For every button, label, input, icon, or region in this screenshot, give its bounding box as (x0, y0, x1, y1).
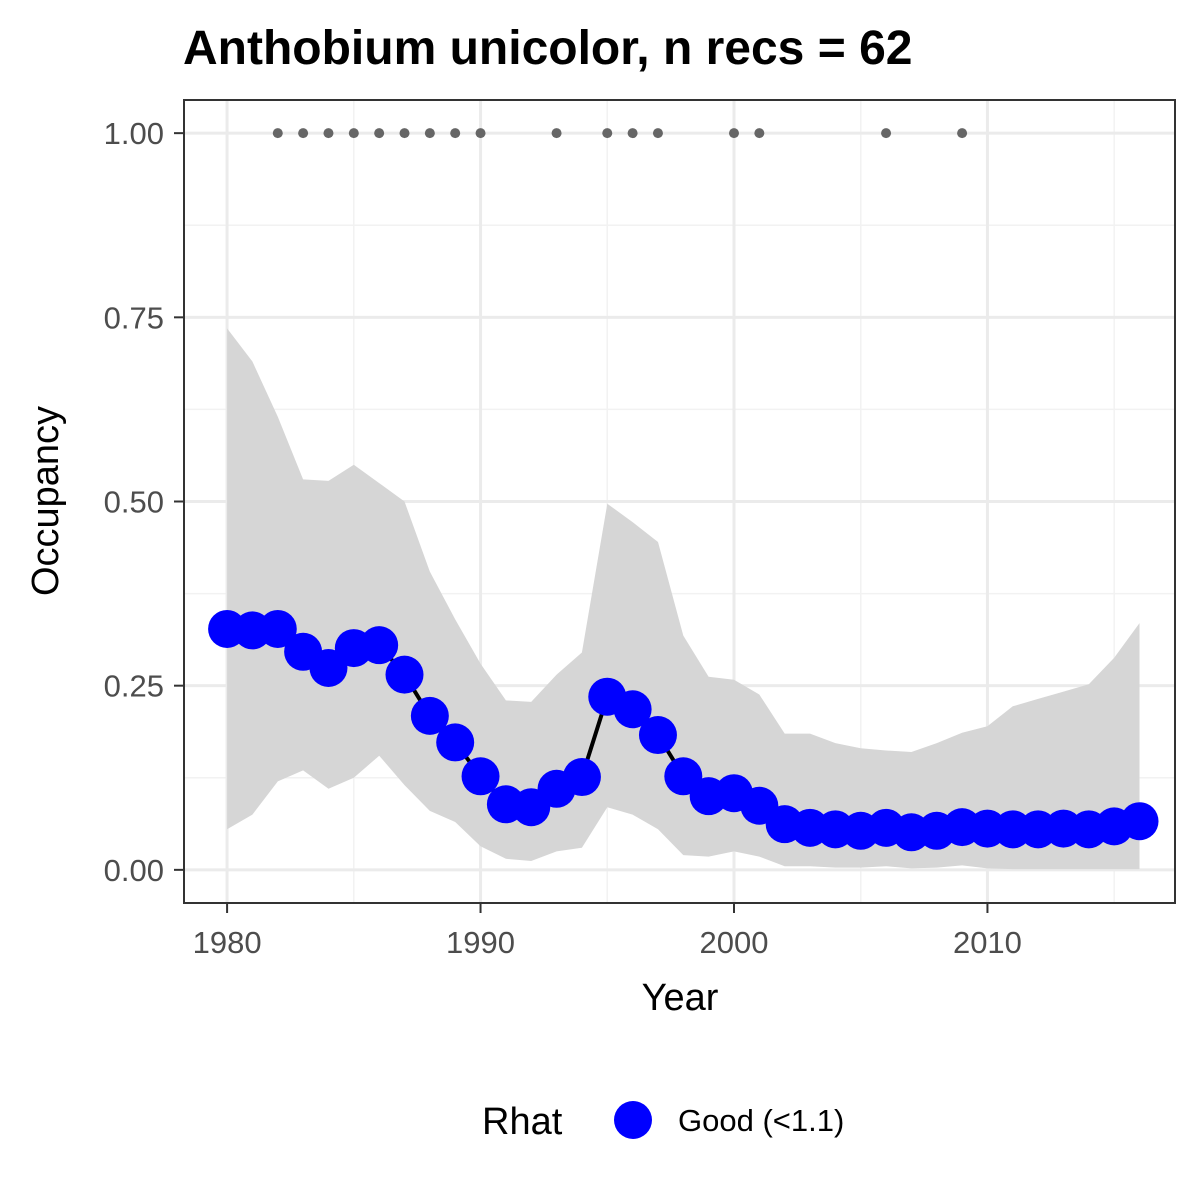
y-tick-label: 1.00 (104, 116, 164, 151)
occupancy-point (638, 716, 677, 755)
record-point (348, 128, 359, 139)
occupancy-point (562, 758, 601, 797)
y-tick-label: 0.25 (104, 669, 164, 704)
record-point (881, 128, 892, 139)
record-point (399, 128, 410, 139)
x-axis-title: Year (642, 977, 719, 1019)
occupancy-point (1120, 802, 1159, 841)
record-point (424, 128, 435, 139)
record-point (754, 128, 765, 139)
x-tick-label: 2000 (700, 925, 769, 960)
record-point (374, 128, 385, 139)
record-point (627, 128, 638, 139)
record-point (298, 128, 309, 139)
legend-key-good (614, 1101, 652, 1139)
x-tick-label: 2010 (953, 925, 1022, 960)
y-tick-label: 0.75 (104, 300, 164, 335)
occupancy-point (258, 609, 297, 648)
x-tick-label: 1980 (193, 925, 262, 960)
legend-title: Rhat (482, 1101, 563, 1143)
occupancy-point (360, 626, 399, 665)
record-point (728, 128, 739, 139)
y-axis-title: Occupancy (25, 406, 67, 596)
record-point (450, 128, 461, 139)
occupancy-point (436, 723, 475, 762)
occupancy-point (613, 690, 652, 729)
record-point (272, 128, 283, 139)
x-axis: 1980 1990 2000 2010 (193, 903, 1022, 960)
chart-title: Anthobium unicolor, n recs = 62 (183, 22, 912, 75)
x-tick-label: 1990 (446, 925, 515, 960)
record-point (551, 128, 562, 139)
y-tick-label: 0.00 (104, 853, 164, 888)
legend-label-good: Good (<1.1) (678, 1103, 844, 1138)
record-points (272, 128, 968, 139)
occupancy-point (461, 757, 500, 796)
record-point (602, 128, 613, 139)
record-point (652, 128, 663, 139)
y-axis: 0.00 0.25 0.50 0.75 1.00 (104, 116, 184, 888)
occupancy-point (385, 655, 424, 694)
legend: Rhat Good (<1.1) (482, 1101, 844, 1143)
record-point (323, 128, 334, 139)
occupancy-point (410, 696, 449, 735)
y-tick-label: 0.50 (104, 485, 164, 520)
occupancy-points (208, 609, 1159, 852)
record-point (475, 128, 486, 139)
record-point (957, 128, 968, 139)
